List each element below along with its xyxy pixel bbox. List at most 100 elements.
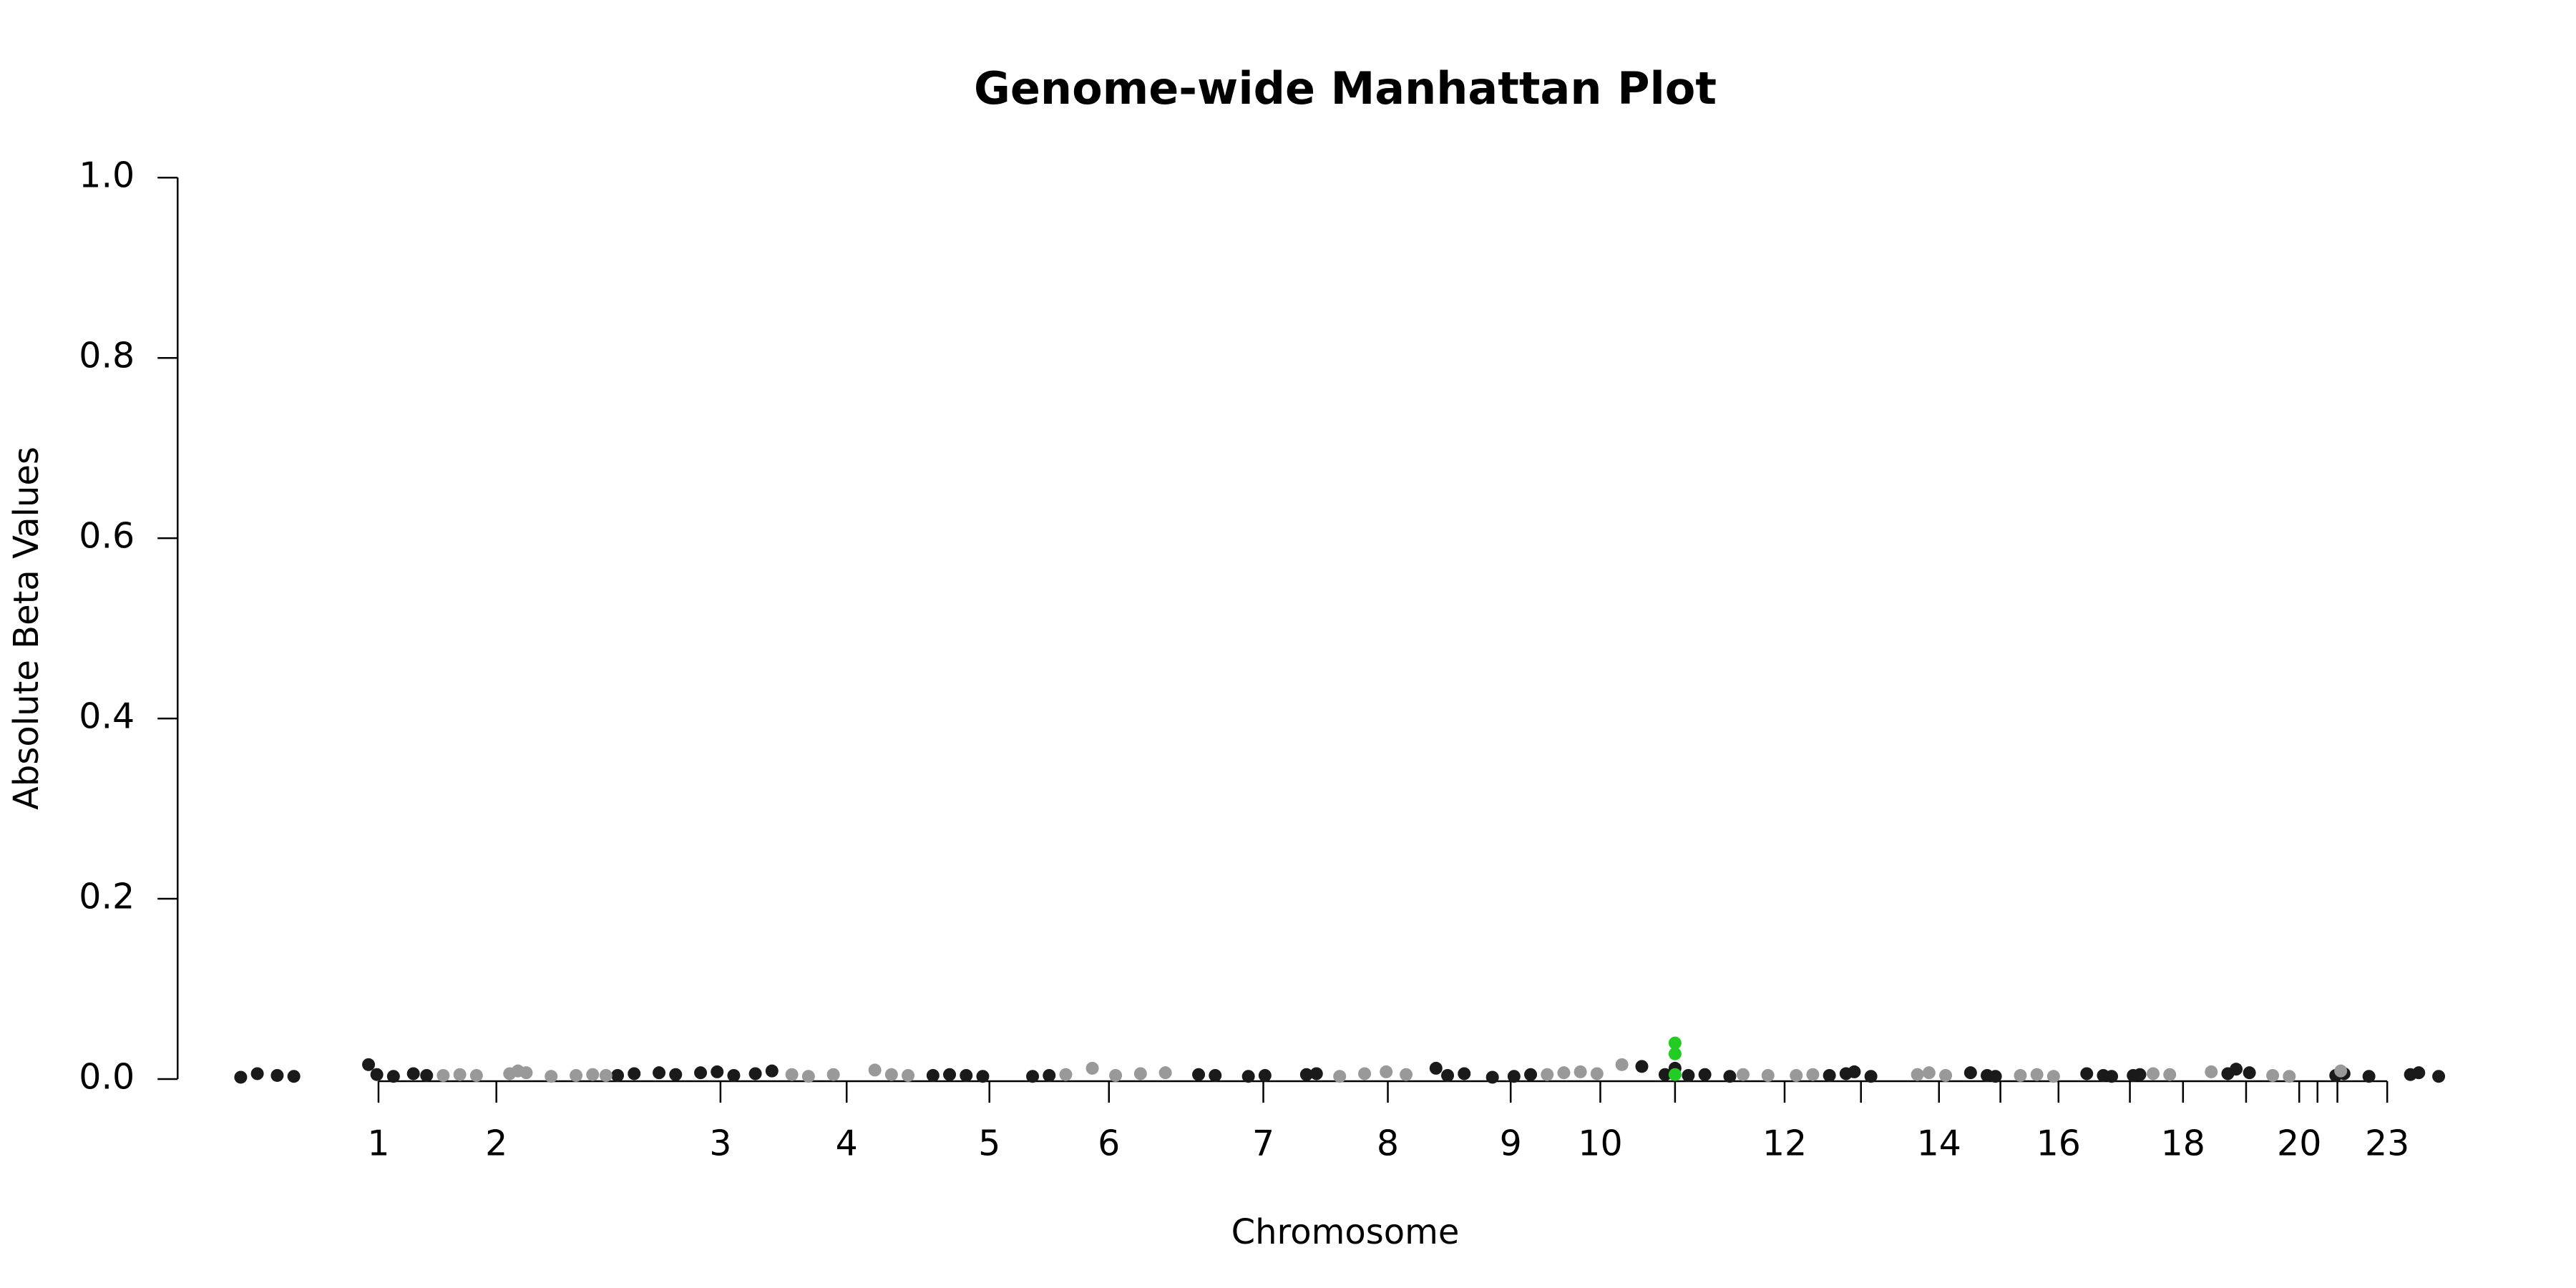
x-tick-label: 9 — [1500, 1123, 1522, 1163]
data-point — [1241, 1070, 1255, 1083]
y-tick-label: 0.6 — [79, 516, 135, 557]
data-point — [1806, 1068, 1820, 1081]
data-point — [2243, 1066, 2256, 1080]
data-point — [1682, 1068, 1695, 1082]
data-point — [669, 1068, 683, 1081]
data-point — [1429, 1061, 1443, 1075]
data-point — [926, 1068, 940, 1082]
data-point — [1400, 1068, 1413, 1081]
x-tick-label: 18 — [2161, 1123, 2205, 1163]
data-point — [362, 1058, 376, 1071]
y-tick-label: 0.4 — [79, 696, 135, 737]
data-point — [1485, 1070, 1499, 1084]
data-point — [765, 1064, 779, 1078]
data-point — [406, 1067, 420, 1080]
data-point — [1963, 1066, 1977, 1080]
data-point — [1085, 1061, 1099, 1075]
data-point — [1989, 1070, 2002, 1083]
x-tick-label: 7 — [1252, 1123, 1274, 1163]
data-point — [2133, 1068, 2147, 1081]
data-point — [2432, 1070, 2446, 1083]
data-point — [2362, 1070, 2376, 1083]
data-point — [2080, 1067, 2094, 1080]
data-point — [748, 1067, 762, 1080]
y-tick-label: 1.0 — [79, 155, 135, 196]
data-point — [599, 1068, 613, 1082]
data-point — [1790, 1068, 1803, 1082]
data-point — [1192, 1068, 1206, 1081]
data-point — [1209, 1068, 1222, 1082]
x-tick-label: 5 — [978, 1123, 1000, 1163]
data-point — [545, 1070, 558, 1083]
x-tick-label: 12 — [1762, 1123, 1807, 1163]
data-point — [1524, 1068, 1538, 1081]
data-point — [976, 1070, 990, 1083]
y-axis-title: Absolute Beta Values — [6, 447, 47, 810]
data-point — [611, 1068, 625, 1082]
data-point — [1333, 1070, 1347, 1083]
data-point — [1258, 1068, 1272, 1082]
x-axis-title: Chromosome — [1231, 1212, 1460, 1252]
x-tick-label: 20 — [2277, 1123, 2321, 1163]
data-point — [1658, 1068, 1672, 1081]
data-point — [2266, 1068, 2280, 1082]
data-point — [884, 1068, 898, 1081]
data-point — [1059, 1068, 1073, 1081]
data-point — [287, 1070, 301, 1083]
y-tick-label: 0.2 — [79, 877, 135, 917]
data-point — [1458, 1067, 1471, 1080]
data-point — [2014, 1068, 2027, 1082]
data-point — [1864, 1070, 1878, 1083]
data-point — [586, 1068, 600, 1081]
data-point — [436, 1068, 450, 1082]
data-point — [570, 1068, 583, 1082]
data-point — [1133, 1067, 1147, 1080]
data-point — [1158, 1066, 1172, 1080]
x-tick-label: 4 — [836, 1123, 858, 1163]
x-tick-label: 3 — [709, 1123, 731, 1163]
y-tick-label: 0.8 — [79, 336, 135, 376]
data-point — [386, 1070, 400, 1083]
data-point — [1911, 1068, 1924, 1081]
x-tick-label: 2 — [485, 1123, 507, 1163]
data-point — [1358, 1067, 1372, 1080]
data-point — [250, 1067, 264, 1080]
data-point — [1668, 1047, 1682, 1060]
data-point — [1043, 1068, 1056, 1082]
data-point — [1823, 1068, 1836, 1082]
data-point — [1541, 1068, 1554, 1081]
data-point — [711, 1065, 724, 1078]
data-point — [453, 1068, 467, 1081]
data-point — [785, 1068, 799, 1081]
data-point — [1507, 1070, 1521, 1083]
data-point — [1698, 1068, 1712, 1081]
data-point — [1026, 1070, 1040, 1083]
data-point — [826, 1068, 840, 1081]
data-point — [628, 1067, 641, 1080]
data-point — [2147, 1067, 2160, 1080]
data-point — [1922, 1066, 1936, 1080]
data-point — [1635, 1060, 1649, 1073]
data-point — [2105, 1070, 2119, 1083]
data-point — [694, 1066, 708, 1080]
data-point — [2163, 1068, 2177, 1081]
data-point — [519, 1066, 533, 1080]
data-point — [420, 1068, 434, 1082]
x-tick-label: 6 — [1098, 1123, 1120, 1163]
data-point — [1723, 1070, 1737, 1083]
data-point — [1668, 1068, 1682, 1081]
data-point — [1668, 1036, 1682, 1050]
data-point — [1615, 1058, 1629, 1071]
data-point — [1737, 1068, 1750, 1081]
data-point — [1309, 1067, 1323, 1080]
data-point — [1557, 1066, 1571, 1080]
data-point — [2334, 1064, 2348, 1078]
data-point — [2046, 1070, 2060, 1083]
data-point — [960, 1068, 973, 1082]
data-point — [2205, 1065, 2218, 1078]
data-point — [2283, 1070, 2296, 1083]
data-point — [1761, 1068, 1775, 1082]
data-point — [1590, 1067, 1604, 1080]
data-point — [234, 1070, 248, 1084]
